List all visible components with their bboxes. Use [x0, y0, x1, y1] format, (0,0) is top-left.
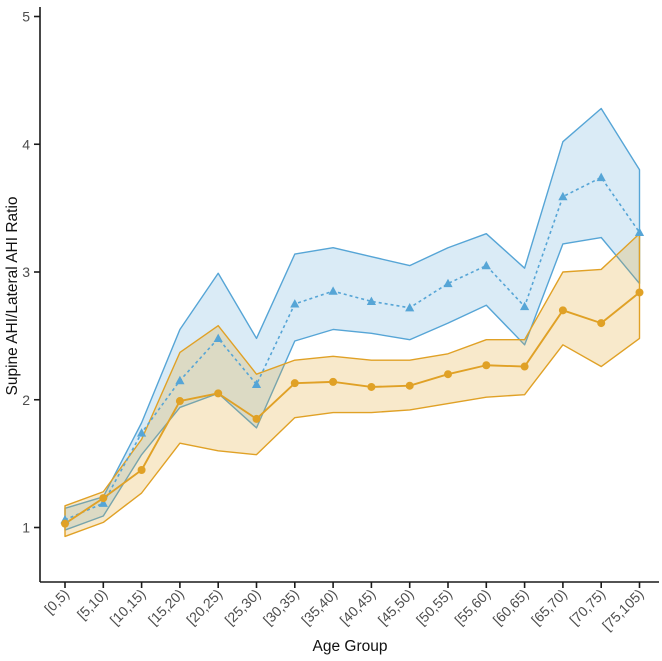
triangle-marker: [558, 191, 568, 201]
circle-marker: [558, 306, 567, 315]
x-tick-label: [60,65): [490, 586, 532, 628]
circle-marker: [444, 370, 452, 379]
x-tick-label: [40,45): [336, 586, 378, 628]
triangle-marker: [634, 227, 645, 236]
circle-marker: [482, 361, 491, 370]
triangle-marker: [290, 299, 300, 308]
triangle-marker: [481, 260, 491, 270]
triangle-marker: [175, 375, 185, 385]
series-markers: [60, 172, 645, 528]
blue-dashed-triangle-series-mean-line: [64, 176, 641, 521]
series-lines: [64, 176, 641, 525]
x-tick-label: [10,15): [107, 586, 149, 628]
circle-marker: [367, 382, 376, 391]
circle-marker: [214, 389, 223, 398]
circle-marker: [137, 466, 146, 475]
triangle-marker: [98, 498, 108, 507]
x-tick-label: [75,105): [599, 586, 647, 634]
x-tick-label: [25,30): [221, 586, 263, 628]
circle-marker: [597, 319, 606, 328]
triangle-marker: [328, 286, 338, 295]
x-tick-labels: [0,5) [5,10)[10,15)[15,20)[20,25)[25,30)[…: [41, 586, 647, 634]
x-tick-label: [35,40): [298, 586, 340, 628]
y-tick-label: 3: [22, 264, 30, 280]
x-tick-label: [20,25): [183, 586, 225, 628]
y-tick-label: 1: [22, 520, 30, 536]
circle-marker: [252, 414, 261, 423]
x-axis-title: Age Group: [313, 638, 388, 655]
circle-marker: [405, 381, 414, 390]
triangle-marker: [137, 428, 147, 437]
x-tick-label: [30,35): [260, 586, 302, 628]
triangle-marker: [443, 278, 453, 288]
x-tick-label: [15,20): [145, 586, 187, 628]
x-tick-label: [50,55): [413, 586, 455, 628]
triangle-marker: [251, 379, 262, 389]
x-tick-label: [55,60): [451, 586, 493, 628]
triangle-marker: [596, 172, 606, 182]
triangle-marker: [366, 296, 376, 305]
x-tick-label: [45,50): [375, 586, 417, 628]
confidence-bands: [64, 107, 641, 538]
circle-marker: [99, 494, 108, 503]
circle-marker: [520, 362, 529, 371]
orange-solid-circle-series-mean-line: [64, 291, 641, 525]
y-tick-label: 5: [22, 9, 30, 25]
axes: [34, 7, 659, 588]
triangle-marker: [213, 333, 223, 343]
circle-marker: [61, 519, 69, 528]
circle-marker: [635, 288, 644, 297]
x-tick-label: [0,5): [41, 586, 72, 617]
y-tick-labels: 1 2 3 4 5: [22, 9, 30, 536]
circle-marker: [175, 397, 184, 406]
y-axis-title: Supine AHI/Lateral AHI Ratio: [4, 196, 21, 395]
y-tick-label: 4: [22, 136, 30, 152]
x-tick-label: [5,10): [74, 586, 111, 623]
circle-marker: [290, 379, 299, 388]
x-tick-label: [65,70): [528, 586, 570, 628]
triangle-marker: [405, 302, 415, 312]
circle-marker: [329, 377, 338, 386]
y-tick-label: 2: [22, 392, 30, 408]
triangle-marker: [520, 301, 530, 311]
